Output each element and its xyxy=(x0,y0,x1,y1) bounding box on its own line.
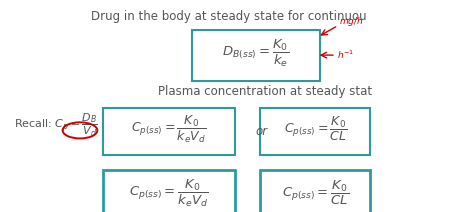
FancyBboxPatch shape xyxy=(103,108,235,155)
FancyBboxPatch shape xyxy=(192,30,320,81)
Text: Plasma concentration at steady stat: Plasma concentration at steady stat xyxy=(158,85,372,98)
Text: $C_{p(ss)} = \dfrac{K_0}{k_e V_d}$: $C_{p(ss)} = \dfrac{K_0}{k_e V_d}$ xyxy=(129,177,209,209)
Text: or: or xyxy=(255,125,267,138)
Text: $C_{p(ss)} = \dfrac{K_0}{CL}$: $C_{p(ss)} = \dfrac{K_0}{CL}$ xyxy=(283,115,347,143)
Text: $h^{-1}$: $h^{-1}$ xyxy=(337,49,355,61)
Text: $C_{p(ss)} = \dfrac{K_0}{k_e V_d}$: $C_{p(ss)} = \dfrac{K_0}{k_e V_d}$ xyxy=(132,114,207,145)
FancyBboxPatch shape xyxy=(103,170,235,212)
FancyBboxPatch shape xyxy=(260,170,370,212)
FancyBboxPatch shape xyxy=(260,108,370,155)
Text: $C_{p(ss)} = \dfrac{K_0}{CL}$: $C_{p(ss)} = \dfrac{K_0}{CL}$ xyxy=(282,179,349,207)
Text: Recall: $C_p = \dfrac{D_B}{V_d}$: Recall: $C_p = \dfrac{D_B}{V_d}$ xyxy=(14,112,97,139)
Text: Drug in the body at steady state for continuou: Drug in the body at steady state for con… xyxy=(90,10,367,22)
Text: $mg/h$: $mg/h$ xyxy=(339,15,364,28)
Text: $D_{B(ss)} = \dfrac{K_0}{k_e}$: $D_{B(ss)} = \dfrac{K_0}{k_e}$ xyxy=(223,37,289,69)
